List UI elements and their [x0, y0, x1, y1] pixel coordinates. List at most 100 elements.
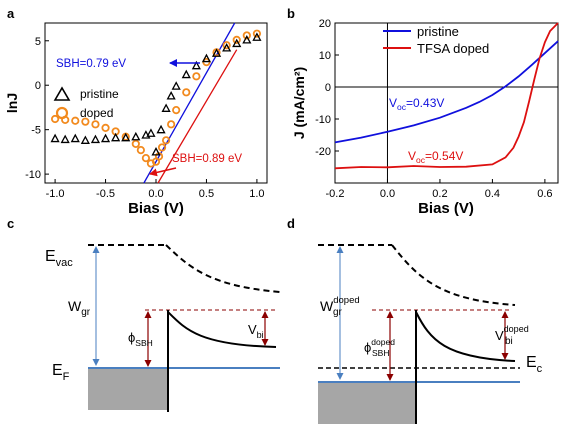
vbi-sup-d: doped — [504, 324, 529, 334]
voc-doped-main: V — [408, 149, 416, 163]
voc-pristine-value: =0.43V — [406, 96, 444, 110]
x-tick-label-a: 0.5 — [199, 188, 214, 200]
wgr-sup-d: doped — [333, 295, 359, 306]
voc-pristine-main: V — [389, 96, 397, 110]
y-tick-label-b: 20 — [319, 18, 331, 30]
series-line-pristine — [334, 40, 559, 144]
legend-marker-doped — [55, 106, 69, 120]
y-axis-label-b-text: J (mA/cm²) — [291, 67, 307, 139]
x-tick-label-b: 0.0 — [380, 188, 395, 200]
data-point-doped — [232, 35, 241, 44]
data-point-doped — [71, 116, 80, 125]
sbh-pristine-annotation: SBH=0.79 eV — [56, 58, 126, 70]
data-point-pristine — [60, 134, 70, 144]
phi-sub-c: SBH — [135, 338, 152, 348]
data-point-pristine — [252, 32, 262, 41]
data-point-doped — [50, 114, 60, 124]
data-point-pristine — [70, 133, 80, 143]
data-point-pristine — [181, 69, 191, 79]
voc-doped-sub: oc — [416, 155, 426, 165]
x-tick-label-b: 0.2 — [432, 188, 447, 200]
x-tick-label-a: -1.0 — [46, 188, 65, 200]
data-point-doped — [242, 31, 251, 40]
voc-doped-annotation: Voc=0.54V — [408, 149, 463, 165]
data-point-doped — [182, 88, 191, 97]
x-axis-label-b: Bias (V) — [418, 200, 474, 217]
evac-label-c: Evac — [45, 248, 73, 269]
data-point-pristine — [80, 135, 90, 144]
ec-sub: c — [537, 363, 543, 375]
chart-b: -0.2 0.0 0.2 0.4 0.6 -20 -10 0 10 20 Bias (V) J (… — [291, 18, 559, 217]
data-point-pristine — [90, 134, 101, 144]
data-point-doped — [222, 41, 231, 50]
y-tick-label-a: 0 — [35, 80, 41, 92]
evac-sub: vac — [56, 257, 74, 269]
y-tick-label-a: 5 — [35, 36, 41, 48]
phi-sup-d: doped — [371, 337, 395, 347]
ef-sub: F — [63, 371, 70, 383]
band-diagram-d: Wdoped gr ϕdoped SBH Vdoped bi Ec — [318, 244, 543, 424]
data-point-pristine — [121, 132, 131, 142]
y-tick-label-b: -10 — [315, 114, 331, 126]
phi-sub-d: SBH — [372, 348, 389, 358]
x-tick-label-b: -0.2 — [326, 188, 345, 200]
data-point-pristine — [191, 60, 201, 70]
y-axis-label-a: lnJ — [4, 93, 20, 113]
y-tick-label-b: 0 — [325, 82, 331, 94]
data-point-pristine — [131, 131, 141, 141]
data-point-doped — [81, 117, 90, 126]
voc-pristine-sub: oc — [397, 102, 407, 112]
panel-label-c: c — [7, 216, 14, 231]
legend-label-pristine-b: pristine — [417, 24, 459, 39]
y-tick-label-a: -10 — [25, 169, 41, 181]
x-tick-label-b: 0.6 — [537, 188, 552, 200]
wgr-label-c: Wgr — [68, 298, 91, 318]
x-tick-label-a: -0.5 — [96, 188, 115, 200]
ef-label-c: EF — [52, 362, 70, 383]
y-tick-label-b: -20 — [315, 146, 331, 158]
vbi-main-d: V — [495, 328, 504, 343]
data-point-doped — [101, 123, 110, 132]
vbi-sub-c: bi — [257, 330, 264, 340]
legend-label-doped: doped — [80, 106, 113, 120]
y-tick-label-b: 10 — [319, 50, 331, 62]
phi-label-d: ϕdoped SBH — [364, 337, 395, 358]
data-point-pristine — [50, 133, 60, 143]
wgr-main-c: W — [68, 298, 82, 314]
substrate-block-d — [318, 382, 416, 424]
conduction-band-d — [415, 311, 516, 362]
ef-main: E — [52, 362, 63, 379]
data-point-pristine — [146, 128, 156, 137]
wgr-label-d: Wdoped gr — [320, 295, 360, 318]
data-point-pristine — [161, 103, 171, 112]
wgr-sub-d: gr — [333, 307, 343, 318]
vacuum-level-bend-d — [391, 244, 516, 306]
wgr-main-d: W — [320, 298, 334, 314]
x-axis-label-a: Bias (V) — [128, 200, 184, 217]
series-line-doped — [334, 22, 559, 170]
band-diagram-c: Evac Wgr ϕSBH Vbi EF — [45, 244, 281, 412]
legend-label-doped-b: TFSA doped — [417, 41, 489, 56]
chart-a: -1.0 -0.5 0.0 0.5 1.0 -10 -5 0 5 Bias (V) lnJ SB… — [4, 22, 268, 217]
fit-line-doped — [157, 49, 238, 184]
evac-main: E — [45, 248, 56, 265]
plot-frame-b — [334, 22, 559, 184]
data-point-pristine — [222, 43, 232, 52]
y-axis-label-b: J (mA/cm²) — [291, 67, 307, 139]
panel-label-a: a — [7, 6, 15, 21]
legend-b: pristine TFSA doped — [383, 24, 489, 56]
data-point-doped — [141, 154, 151, 163]
data-point-doped — [192, 72, 201, 81]
x-tick-label-a: 1.0 — [249, 188, 264, 200]
vacuum-level-bend-c — [165, 244, 281, 293]
sbh-doped-arrow — [149, 167, 177, 177]
y-tick-label-a: -5 — [31, 125, 41, 137]
sbh-doped-annotation: SBH=0.89 eV — [172, 153, 242, 165]
data-point-pristine — [232, 38, 242, 48]
data-point-pristine — [211, 48, 222, 57]
panel-label-b: b — [287, 6, 295, 21]
ec-label-d: Ec — [526, 354, 543, 375]
ec-main: E — [526, 354, 537, 371]
legend-label-pristine: pristine — [80, 87, 119, 101]
